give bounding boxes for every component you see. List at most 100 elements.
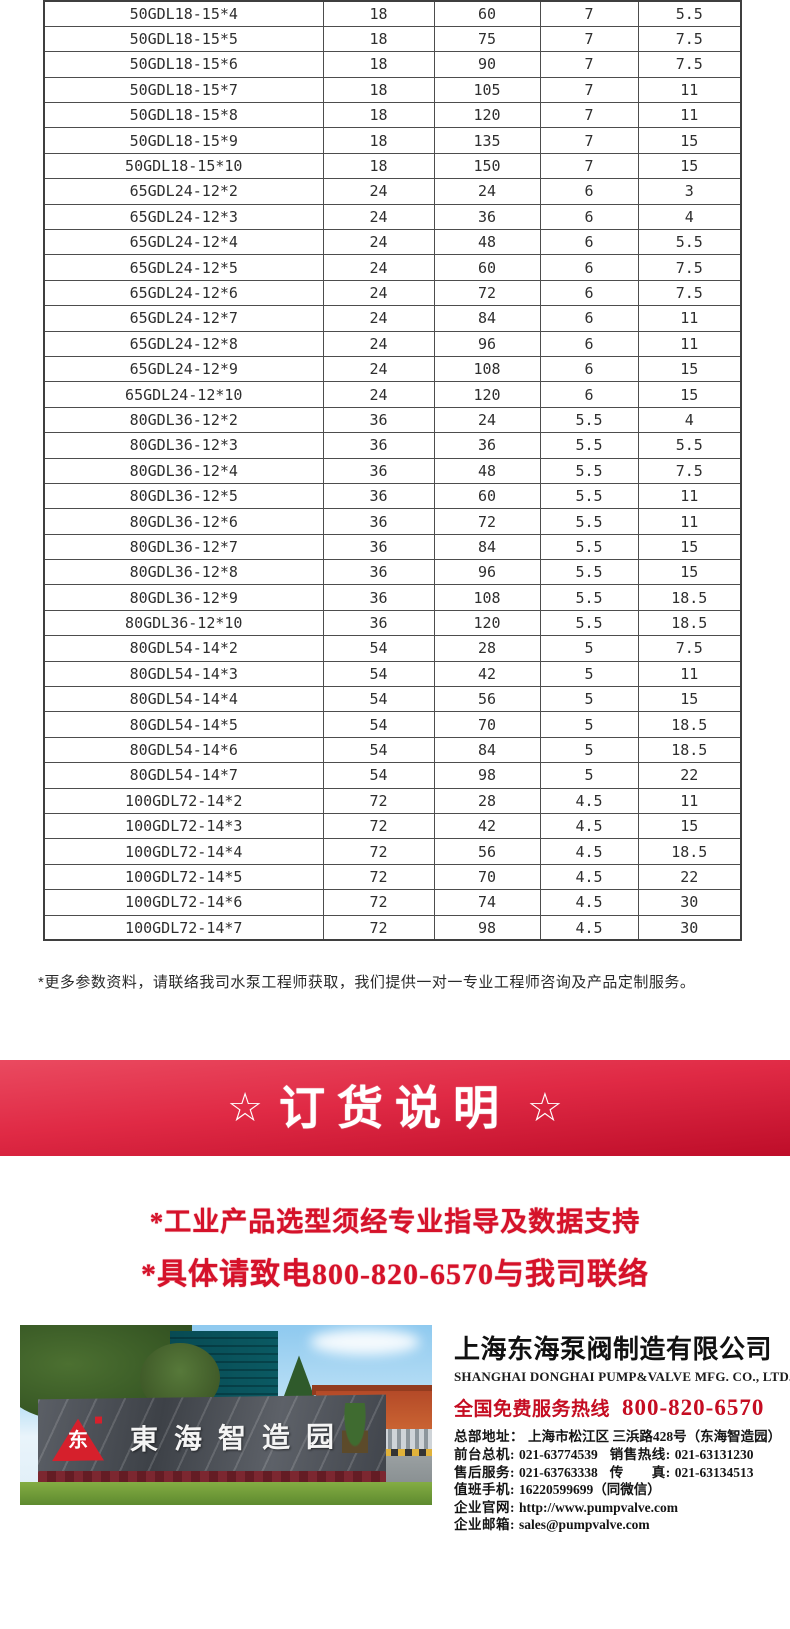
cell-model: 65GDL24-12*2 [43,178,324,205]
cell-npsh: 6 [539,279,639,307]
cell-model: 50GDL18-15*4 [43,0,324,27]
cell-model: 50GDL18-15*9 [43,127,324,154]
table-row: 50GDL18-15*5 18 75 7 7.5 [43,25,742,53]
cell-head: 60 [433,0,541,27]
contact-value: 021-63134513 [674,1464,754,1480]
cell-model: 80GDL54-14*5 [43,711,324,738]
table-row: 100GDL72-14*5 72 70 4.5 22 [43,863,742,891]
contact-label: 传 真: [609,1464,671,1480]
logo-glyph: 东 [68,1430,88,1453]
cell-power: 15 [637,559,742,586]
cell-head: 84 [433,533,541,561]
cell-power: 15 [637,812,742,840]
company-info: 上海东海泵阀制造有限公司 SHANGHAI DONGHAI PUMP&VALVE… [454,1325,790,1534]
table-row: 80GDL54-14*6 54 84 5 18.5 [43,736,742,764]
cell-flow: 72 [322,787,435,815]
hotline-label: 全国免费服务热线 [454,1399,611,1421]
website-link[interactable]: http://www.pumpvalve.com [519,1499,679,1515]
cell-flow: 54 [322,762,435,789]
cell-model: 65GDL24-12*10 [43,381,324,408]
cell-model: 50GDL18-15*10 [43,152,324,180]
cell-flow: 36 [322,533,435,561]
cell-npsh: 5.5 [539,609,639,637]
cell-npsh: 7 [539,102,639,129]
contact-row-address: 总部地址： 上海市松江区 三浜路428号（东海智造园） [454,1428,790,1446]
cell-npsh: 5 [539,736,639,764]
table-row: 80GDL54-14*2 54 28 5 7.5 [43,635,742,662]
contact-value: 021-63131230 [674,1447,754,1463]
cell-model: 80GDL54-14*7 [43,762,324,789]
contact-row-aftersales: 售后服务: 021-63763338 传 真: 021-63134513 [454,1464,790,1482]
cell-head: 42 [433,812,541,840]
table-row: 65GDL24-12*9 24 108 6 15 [43,355,742,383]
cell-power: 5.5 [637,0,742,27]
cell-power: 11 [637,102,742,129]
cell-power: 18.5 [637,736,742,764]
contact-value: 021-63763338 [519,1464,598,1480]
cell-power: 4 [637,203,742,231]
cell-power: 7.5 [637,279,742,307]
table-row: 50GDL18-15*7 18 105 7 11 [43,76,742,104]
cell-npsh: 5 [539,686,639,713]
star-right-icon: ☆ [527,1086,563,1131]
company-name-cn: 上海东海泵阀制造有限公司 [454,1334,773,1365]
cell-npsh: 4.5 [539,787,639,815]
cell-head: 42 [433,660,541,688]
cell-head: 74 [433,889,541,916]
cell-head: 28 [433,635,541,662]
contact-value: 021-63774539 [519,1447,598,1463]
cell-npsh: 5 [539,635,639,662]
company-logo-icon: 东 [52,1417,104,1462]
cell-npsh: 6 [539,355,639,383]
cell-power: 30 [637,914,742,941]
cell-head: 70 [433,863,541,891]
table-row: 80GDL36-12*6 36 72 5.5 11 [43,508,742,535]
email-link[interactable]: sales@pumpvalve.com [519,1517,650,1533]
cell-head: 56 [433,838,541,865]
cell-power: 11 [637,330,742,357]
cell-npsh: 6 [539,254,639,281]
star-left-icon: ☆ [227,1086,263,1131]
company-name-en: SHANGHAI DONGHAI PUMP&VALVE MFG. CO., LT… [454,1369,790,1385]
table-row: 80GDL54-14*5 54 70 5 18.5 [43,711,742,738]
cell-power: 11 [637,787,742,815]
cell-power: 11 [637,508,742,535]
cell-head: 60 [433,254,541,281]
cell-flow: 24 [322,229,435,256]
banner-title: 订货说明 [279,1082,511,1135]
order-instructions-banner: ☆ 订货说明 ☆ [0,1060,790,1157]
cell-npsh: 5.5 [539,457,639,484]
hotline-number: 800-820-6570 [622,1395,765,1421]
cell-power: 15 [637,355,742,383]
cell-flow: 72 [322,863,435,891]
notice-call-hotline: *具体请致电800-820-6570与我司联络 [141,1258,649,1292]
table-row: 80GDL36-12*5 36 60 5.5 11 [43,482,742,510]
cell-model: 80GDL36-12*6 [43,508,324,535]
table-row: 50GDL18-15*4 18 60 7 5.5 [43,0,742,27]
cell-head: 84 [433,736,541,764]
cell-head: 96 [433,559,541,586]
contact-label: 值班手机: [454,1482,515,1498]
cell-flow: 18 [322,127,435,154]
cell-flow: 54 [322,711,435,738]
table-row: 80GDL54-14*3 54 42 5 11 [43,660,742,688]
cell-power: 18.5 [637,609,742,637]
cell-flow: 24 [322,178,435,205]
cell-model: 50GDL18-15*8 [43,102,324,129]
cell-model: 65GDL24-12*4 [43,229,324,256]
cell-head: 135 [433,127,541,154]
contact-row-email: 企业邮箱: sales@pumpvalve.com [454,1516,790,1534]
table-row: 100GDL72-14*4 72 56 4.5 18.5 [43,838,742,865]
cell-model: 80GDL36-12*2 [43,406,324,434]
table-row: 80GDL36-12*2 36 24 5.5 4 [43,406,742,434]
table-row: 80GDL54-14*4 54 56 5 15 [43,686,742,713]
cell-head: 56 [433,686,541,713]
cell-flow: 36 [322,609,435,637]
cell-head: 70 [433,711,541,738]
cell-npsh: 4.5 [539,812,639,840]
cell-power: 30 [637,889,742,916]
cell-flow: 36 [322,482,435,510]
cell-head: 72 [433,508,541,535]
cell-head: 36 [433,432,541,459]
cell-head: 90 [433,51,541,78]
